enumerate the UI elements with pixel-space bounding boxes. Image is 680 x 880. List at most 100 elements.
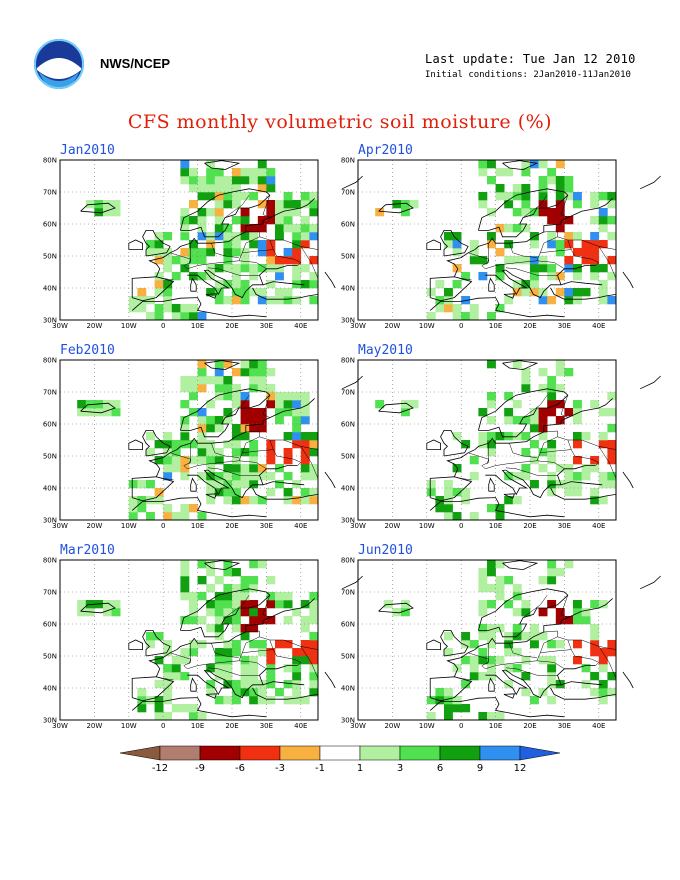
anomaly-cell — [478, 624, 488, 633]
anomaly-cell — [163, 680, 173, 689]
anomaly-cell — [300, 224, 310, 233]
lon-tick-label: 20E — [225, 322, 238, 330]
anomaly-cell — [275, 416, 284, 425]
anomaly-cell — [223, 392, 233, 401]
anomaly-cell — [590, 672, 600, 681]
coastline — [502, 360, 539, 371]
anomaly-cell — [163, 288, 173, 297]
coastline — [503, 493, 516, 499]
border — [224, 195, 250, 218]
anomaly-cell — [564, 288, 574, 297]
coastline — [80, 602, 116, 614]
anomaly-cell — [495, 656, 505, 665]
anomaly-cell — [275, 400, 284, 409]
anomaly-cell — [214, 216, 224, 225]
anomaly-cell — [249, 224, 259, 233]
anomaly-cell — [154, 632, 164, 641]
anomaly-cell — [197, 416, 207, 425]
anomaly-cell — [607, 688, 617, 697]
anomaly-cell — [469, 240, 479, 249]
anomaly-cell — [232, 240, 241, 249]
anomaly-cell — [521, 448, 531, 457]
anomaly-cell — [292, 272, 302, 281]
anomaly-cell — [564, 560, 574, 569]
border — [509, 443, 537, 458]
border — [543, 630, 558, 637]
anomaly-cell — [444, 240, 453, 249]
anomaly-cell — [180, 584, 190, 593]
anomaly-cell — [504, 296, 514, 305]
anomaly-cell — [283, 616, 293, 625]
anomaly-cell — [146, 296, 155, 305]
anomaly-cell — [266, 600, 276, 609]
anomaly-cell — [512, 664, 522, 673]
legend-swatch — [199, 745, 241, 761]
anomaly-cell — [521, 432, 531, 441]
anomaly-cell — [214, 608, 224, 617]
coastline — [639, 375, 661, 390]
noaa-logo-icon — [34, 39, 84, 89]
anomaly-cell — [275, 208, 284, 217]
anomaly-cell — [266, 280, 276, 289]
anomaly-cell — [555, 384, 565, 393]
border — [207, 467, 260, 477]
anomaly-cell — [538, 576, 548, 585]
anomaly-cell — [495, 264, 505, 273]
anomaly-cell — [266, 200, 276, 209]
anomaly-cell — [547, 448, 557, 457]
anomaly-cell — [223, 672, 233, 681]
anomaly-cell — [573, 200, 582, 209]
border — [262, 195, 271, 218]
anomaly-cell — [171, 448, 181, 457]
anomaly-cell — [283, 496, 293, 505]
anomaly-cell — [180, 576, 190, 585]
anomaly-cell — [495, 432, 505, 441]
anomaly-cell — [309, 672, 319, 681]
anomaly-cell — [590, 632, 600, 641]
anomaly-cell — [249, 264, 259, 273]
anomaly-cell — [257, 496, 267, 505]
anomaly-cell — [163, 504, 173, 513]
agency-name: NWS/NCEP — [100, 56, 171, 71]
anomaly-cell — [257, 680, 267, 689]
anomaly-cell — [146, 632, 155, 641]
border — [269, 639, 302, 666]
anomaly-cell — [487, 712, 496, 721]
anomaly-cell — [530, 272, 539, 281]
anomaly-cell — [275, 272, 284, 281]
map-frame — [59, 359, 319, 521]
anomaly-cell — [598, 688, 608, 697]
anomaly-cell — [521, 200, 531, 209]
anomaly-cell — [232, 472, 241, 481]
anomaly-cell — [257, 248, 267, 257]
lon-tick-label: 0 — [459, 722, 463, 730]
anomaly-cell — [232, 488, 241, 497]
anomaly-cell — [300, 192, 310, 201]
coastline — [180, 188, 271, 238]
anomaly-cell — [197, 560, 207, 569]
anomaly-cell — [426, 712, 436, 721]
border — [567, 639, 600, 666]
anomaly-cell — [607, 472, 617, 481]
anomaly-cell — [487, 568, 496, 577]
coastline — [560, 681, 603, 686]
border — [598, 446, 617, 479]
anomaly-cell — [564, 464, 574, 473]
anomaly-cell — [573, 296, 582, 305]
anomaly-cell — [469, 640, 479, 649]
anomaly-cell — [163, 712, 173, 721]
anomaly-cell — [555, 216, 565, 225]
panel-title: Apr2010 — [358, 143, 413, 158]
anomaly-cell — [309, 296, 319, 305]
anomaly-cell — [478, 200, 488, 209]
anomaly-cell — [232, 600, 241, 609]
anomaly-cell — [512, 360, 522, 369]
legend-label: -9 — [195, 763, 205, 774]
anomaly-cell — [590, 464, 600, 473]
anomaly-cell — [214, 448, 224, 457]
anomaly-cell — [240, 280, 250, 289]
lat-tick-label: 30N — [43, 317, 57, 325]
anomaly-cell — [266, 264, 276, 273]
coastline — [190, 277, 197, 292]
anomaly-cell — [530, 696, 539, 705]
